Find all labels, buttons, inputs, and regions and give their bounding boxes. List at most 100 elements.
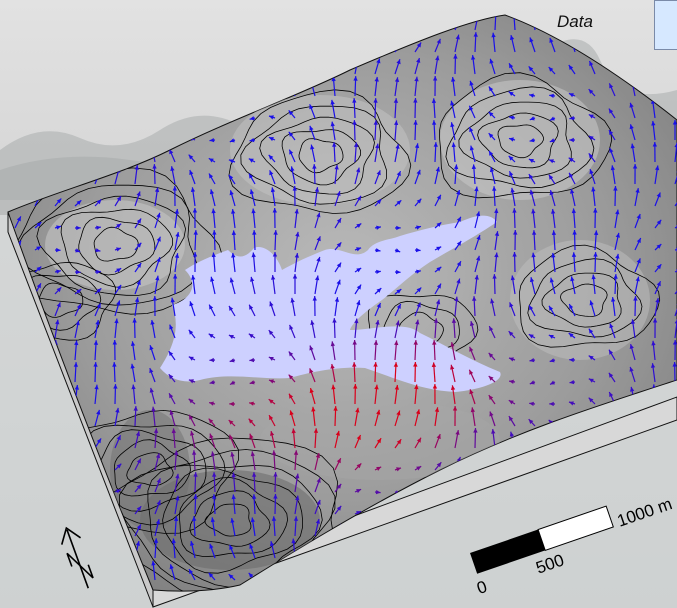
flow-arrow-head (353, 142, 359, 147)
flow-arrow-shaft (568, 571, 576, 581)
flow-arrow-head (655, 298, 660, 303)
flow-arrow-head (169, 84, 174, 90)
flow-arrow-head (11, 142, 16, 148)
flow-arrow-head (336, 458, 341, 464)
flow-arrow-head (149, 104, 154, 109)
flow-arrow-head (76, 225, 81, 231)
flow-arrow-head (551, 252, 556, 258)
flow-arrow-head (416, 169, 421, 175)
flow-arrow-head (151, 560, 156, 566)
flow-arrow-head (150, 144, 155, 150)
flow-arrow-head (488, 395, 494, 400)
flow-arrow-shaft (552, 494, 556, 515)
flow-arrow-head (511, 516, 516, 522)
flow-arrow-shaft (168, 131, 176, 141)
flow-arrow-head (112, 98, 117, 103)
flow-arrow-head (551, 494, 556, 500)
flow-arrow-head (609, 392, 614, 397)
flow-arrow-head (549, 358, 555, 363)
flow-arrow-shaft (229, 94, 236, 97)
flow-arrow-shaft (654, 54, 658, 75)
flow-arrow-shaft (273, 15, 276, 31)
contour-line (204, 503, 252, 537)
flow-arrow-head (451, 318, 457, 323)
flow-arrow-head (10, 77, 16, 82)
flow-arrow-head (488, 376, 494, 381)
flow-arrow-head (53, 98, 58, 103)
flow-arrow-head (451, 77, 456, 82)
flow-arrow-shaft (588, 413, 596, 427)
flow-arrow-head (450, 385, 456, 390)
flow-arrow-head (36, 543, 41, 549)
flow-arrow-shaft (614, 450, 618, 471)
flow-arrow-shaft (654, 525, 662, 537)
contour-line (36, 195, 187, 296)
flow-arrow-shaft (634, 538, 638, 559)
flow-arrow-head (489, 58, 494, 64)
flow-arrow-head (136, 35, 141, 41)
flow-arrow-head (174, 450, 179, 455)
flow-arrow-shaft (454, 522, 461, 537)
flow-arrow-shaft (10, 364, 16, 383)
flow-arrow-head (56, 247, 61, 253)
flow-arrow-head (550, 380, 555, 385)
flow-arrow-head (396, 269, 401, 275)
flow-arrow-head (32, 384, 37, 389)
flow-arrow-head (130, 363, 135, 369)
flow-arrow-head (151, 54, 156, 60)
flow-arrow-head (228, 420, 234, 425)
flow-arrow-head (512, 10, 516, 15)
flow-arrow-head (589, 300, 594, 306)
flow-arrow-head (394, 77, 400, 82)
flow-arrow-head (414, 384, 419, 390)
contour-line (497, 124, 544, 159)
flow-arrow-head (591, 274, 596, 280)
flow-arrow-shaft (14, 278, 21, 295)
flow-arrow-shaft (674, 285, 677, 295)
flow-arrow-head (269, 115, 274, 120)
flow-arrow-shaft (312, 560, 316, 581)
flow-arrow-head (376, 288, 382, 293)
flow-arrow-shaft (374, 563, 380, 581)
flow-arrow-shaft (54, 465, 62, 471)
flow-arrow-head (650, 363, 656, 368)
flow-arrow-head (549, 277, 554, 283)
flow-arrow-head (630, 78, 635, 84)
flow-arrow-shaft (654, 485, 662, 493)
flow-arrow-shaft (34, 527, 42, 537)
flow-arrow-head (309, 125, 314, 131)
flow-arrow-head (289, 393, 294, 399)
flow-arrow-shaft (231, 15, 236, 31)
flow-arrow-head (15, 539, 20, 545)
flow-arrow-shaft (54, 120, 57, 141)
flow-arrow-head (252, 230, 257, 235)
flow-arrow-head (252, 494, 257, 499)
flow-arrow-head (355, 56, 360, 61)
flow-arrow-head (548, 419, 554, 425)
flow-arrow-head (311, 560, 316, 566)
flow-arrow-head (511, 450, 516, 456)
flow-arrow-head (295, 473, 300, 479)
flow-arrow-head (509, 302, 514, 308)
flow-arrow-shaft (474, 452, 479, 471)
flow-arrow-shaft (494, 15, 497, 31)
flow-arrow-head (56, 42, 62, 48)
flow-arrow-shaft (34, 22, 42, 31)
flow-arrow-head (36, 38, 41, 44)
flow-arrow-head (36, 462, 42, 467)
contour-line (281, 129, 361, 186)
flow-arrow-head (435, 166, 440, 172)
flow-arrow-head (609, 83, 614, 89)
flow-arrow-head (56, 57, 61, 63)
flow-arrow-head (436, 528, 442, 533)
flow-arrow-head (415, 563, 421, 569)
flow-arrow-head (168, 374, 174, 380)
flow-arrow-head (635, 276, 640, 282)
flow-arrow-head (491, 539, 496, 544)
flow-arrow-head (336, 18, 341, 24)
flow-arrow-head (396, 200, 402, 205)
flow-arrow-head (249, 304, 254, 310)
flow-arrow-head (310, 144, 315, 150)
flow-arrow-head (489, 167, 495, 173)
flow-arrow-shaft (674, 301, 677, 317)
